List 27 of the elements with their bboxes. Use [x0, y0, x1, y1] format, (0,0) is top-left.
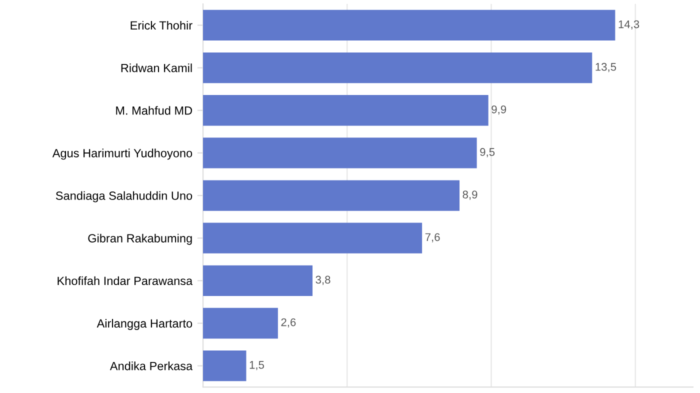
y-tick-label: Khofifah Indar Parawansa: [58, 276, 193, 286]
bar: [203, 350, 246, 382]
bar: [203, 265, 313, 296]
data-label: 14,3: [618, 20, 640, 30]
data-label: 9,9: [492, 105, 506, 115]
bar: [203, 308, 278, 339]
bar: [203, 138, 477, 168]
y-tick-label: Airlangga Hartarto: [96, 318, 192, 330]
y-tick-label: Gibran Rakabuming: [88, 234, 192, 245]
y-tick-label: Erick Thohir: [130, 20, 192, 30]
y-tick-label: Sandiaga Salahuddin Uno: [56, 191, 192, 202]
bar: [203, 180, 460, 211]
data-label: 3,8: [316, 276, 330, 285]
data-label: 8,9: [462, 190, 478, 200]
y-tick-label: M. Mahfud MD: [116, 106, 192, 115]
y-tick-label: Ridwan Kamil: [121, 64, 192, 72]
bar: [203, 52, 592, 84]
data-label: 7,6: [425, 233, 440, 242]
data-label: 9,5: [480, 148, 495, 158]
data-label: 1,5: [250, 361, 264, 370]
data-label: 13,5: [596, 62, 616, 72]
data-label: 2,6: [281, 318, 296, 328]
bar: [203, 222, 422, 254]
bar: [203, 10, 616, 41]
y-tick-label: Agus Harimurti Yudhoyono: [52, 148, 192, 160]
y-tick-label: Andika Perkasa: [110, 362, 193, 370]
bar: [203, 95, 488, 126]
